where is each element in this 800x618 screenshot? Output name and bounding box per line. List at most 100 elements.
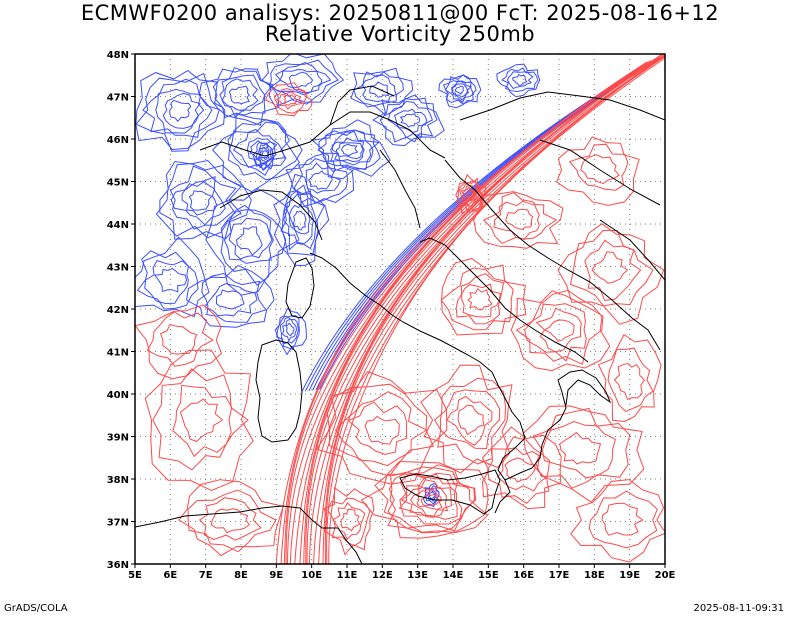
positive-contour (347, 401, 408, 455)
negative-contour (438, 74, 482, 109)
negative-contour (232, 128, 286, 171)
positive-contour (210, 508, 250, 534)
positive-contour (613, 362, 646, 400)
positive-contour (510, 289, 611, 372)
sardinia-coastline (255, 339, 303, 443)
positive-contour (340, 508, 361, 532)
footer-timestamp: 2025-08-11-09:31 (693, 603, 784, 614)
lon-tick-label: 10E (301, 570, 322, 581)
lon-tick-label: 19E (619, 570, 640, 581)
negative-contour (212, 113, 303, 193)
positive-contour (463, 186, 478, 202)
positive-contour (588, 490, 658, 549)
lon-tick-label: 14E (443, 570, 464, 581)
negative-contour (215, 289, 245, 310)
negative-contour (142, 78, 213, 138)
negative-contour (340, 143, 359, 157)
jet-contour (294, 56, 660, 564)
negative-contour (331, 137, 365, 163)
positive-contour (152, 368, 249, 471)
lat-tick-label: 42N (107, 305, 129, 316)
positive-contour (273, 88, 308, 114)
negative-contour (311, 119, 391, 180)
negative-contour (135, 72, 220, 152)
positive-contour (187, 489, 277, 553)
negative-contour (228, 85, 250, 105)
lat-tick-label: 47N (107, 93, 129, 104)
lon-tick-label: 6E (163, 570, 177, 581)
positive-contour (455, 273, 505, 325)
positive-contour (387, 466, 476, 532)
negative-contour (169, 165, 237, 230)
negative-contour (292, 210, 307, 231)
positive-contour (446, 395, 493, 446)
negative-contour (512, 73, 528, 86)
north-africa-coastline (135, 505, 363, 564)
lon-tick-label: 16E (513, 570, 534, 581)
negative-contour (219, 74, 266, 119)
jet-contour (313, 55, 665, 564)
positive-contour (505, 208, 534, 230)
positive-contour (144, 349, 254, 492)
positive-contour (146, 311, 214, 367)
positive-contour (569, 230, 654, 307)
negative-contour (330, 131, 374, 166)
negative-contour (394, 108, 428, 134)
negative-shear-contour (301, 71, 634, 393)
negative-contour (153, 267, 188, 293)
positive-contour (387, 471, 477, 534)
contour-field (135, 54, 665, 564)
coastlines-and-borders (135, 85, 665, 564)
positive-contour (473, 191, 564, 249)
lon-tick-label: 12E (372, 570, 393, 581)
positive-contour (524, 303, 587, 362)
negative-contour (155, 88, 205, 134)
positive-contour (135, 304, 223, 380)
positive-contour (461, 283, 501, 318)
negative-contour (204, 282, 258, 317)
negative-contour (227, 121, 290, 177)
negative-contour (280, 190, 317, 251)
negative-contour (135, 69, 226, 151)
positive-contour (568, 143, 629, 191)
positive-contour (557, 223, 665, 325)
jet-contour (328, 57, 665, 564)
positive-contour (420, 364, 513, 474)
negative-contour (387, 100, 434, 139)
positive-contour (504, 457, 536, 483)
negative-contour (293, 158, 349, 205)
negative-contour (144, 259, 189, 305)
sicily-coastline (399, 469, 501, 515)
lat-tick-label: 40N (107, 390, 129, 401)
positive-contour (482, 192, 558, 244)
negative-contour (228, 217, 273, 260)
negative-contour (283, 193, 315, 245)
negative-contour (379, 94, 438, 143)
positive-contour (433, 389, 501, 450)
negative-contour (162, 92, 201, 129)
negative-shear-contour (304, 70, 637, 392)
lon-tick-label: 5E (128, 570, 142, 581)
positive-contour (198, 497, 262, 541)
lat-tick-label: 37N (107, 518, 129, 529)
lon-tick-label: 17E (549, 570, 570, 581)
positive-contour (416, 488, 443, 511)
positive-contour (283, 94, 299, 106)
negative-contour (246, 137, 278, 167)
corsica-coastline (285, 257, 315, 319)
negative-contour (223, 204, 274, 264)
positive-contour (496, 447, 546, 492)
negative-contour (281, 184, 325, 256)
positive-contour (607, 347, 654, 412)
lat-tick-label: 38N (107, 475, 129, 486)
positive-contour (591, 251, 629, 284)
negative-contour (317, 129, 380, 171)
lat-tick-label: 43N (107, 263, 129, 274)
negative-contour (506, 71, 534, 89)
adriatic-east-coast (444, 159, 661, 351)
negative-contour (285, 152, 355, 208)
positive-contour (584, 239, 642, 301)
positive-contour (276, 91, 304, 110)
positive-contour (178, 479, 284, 557)
